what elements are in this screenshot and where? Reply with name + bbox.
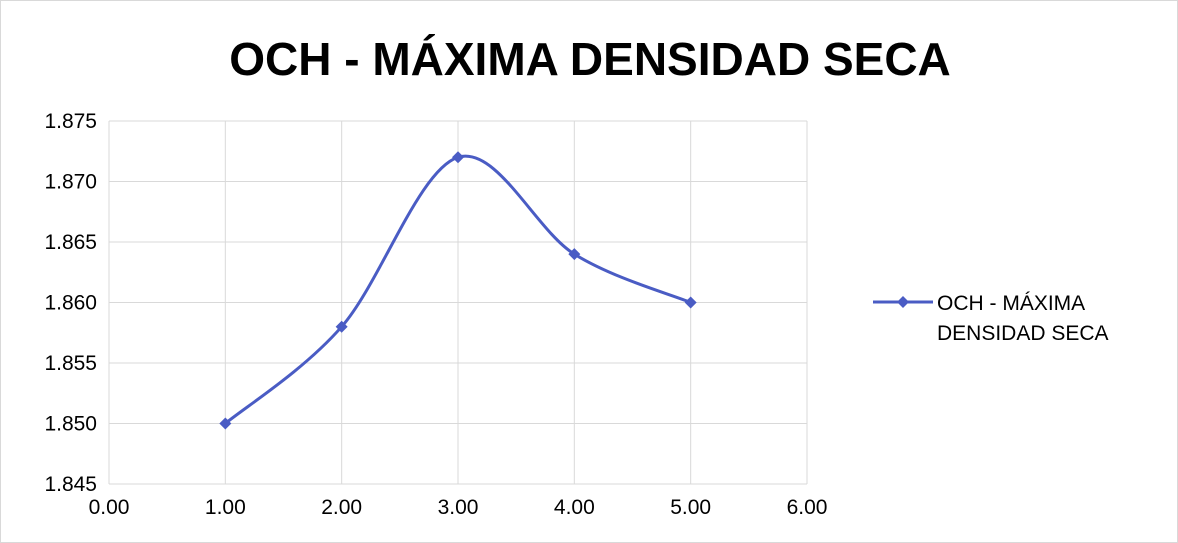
legend-label: DENSIDAD SECA <box>937 322 1109 345</box>
x-tick-label: 5.00 <box>670 496 711 519</box>
x-tick-label: 2.00 <box>321 496 362 519</box>
chart-title: OCH - MÁXIMA DENSIDAD SECA <box>229 33 951 85</box>
data-point <box>684 296 697 309</box>
y-tick-label: 1.875 <box>44 110 97 133</box>
x-tick-label: 3.00 <box>438 496 479 519</box>
y-tick-label: 1.845 <box>44 473 97 496</box>
y-tick-label: 1.870 <box>44 171 97 194</box>
y-tick-label: 1.865 <box>44 231 97 254</box>
data-point <box>219 417 232 430</box>
y-tick-label: 1.860 <box>44 292 97 315</box>
y-tick-label: 1.855 <box>44 352 97 375</box>
x-tick-label: 6.00 <box>787 496 828 519</box>
x-tick-label: 1.00 <box>205 496 246 519</box>
x-tick-label: 0.00 <box>89 496 130 519</box>
y-tick-label: 1.850 <box>44 413 97 436</box>
data-point <box>568 248 581 261</box>
x-tick-label: 4.00 <box>554 496 595 519</box>
legend-marker <box>897 296 909 308</box>
data-point <box>335 320 348 333</box>
data-point <box>452 151 464 164</box>
legend-label: OCH - MÁXIMA <box>937 292 1085 315</box>
